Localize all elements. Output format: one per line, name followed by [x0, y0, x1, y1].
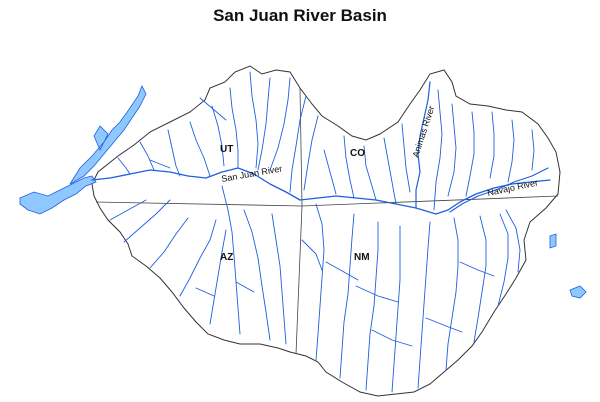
tributary [323, 149, 337, 195]
tributary [425, 317, 463, 333]
tributary [209, 229, 227, 325]
lake-powell [19, 85, 147, 215]
tributary [211, 105, 225, 167]
tributary [505, 209, 521, 273]
tributary [167, 129, 181, 177]
tributary [447, 103, 457, 197]
state-line-co-nm [301, 195, 559, 207]
tributary [489, 111, 495, 179]
tributary [459, 261, 495, 277]
tributary [149, 217, 189, 269]
tributary [221, 185, 241, 335]
tributary [301, 239, 323, 271]
state-line-ut-co [299, 87, 303, 207]
state-label-nm: NM [354, 252, 370, 263]
tributary [371, 329, 413, 347]
tributary [531, 129, 535, 171]
tributary [445, 217, 459, 371]
state-label-az: AZ [220, 252, 233, 263]
state-label-ut: UT [220, 144, 233, 155]
tributary [417, 221, 431, 389]
tributary [497, 213, 509, 307]
tributary [315, 203, 325, 361]
small-lake [549, 233, 557, 249]
tributary [365, 221, 379, 391]
river-navajo [449, 167, 549, 213]
tributary [271, 213, 287, 345]
small-lake [569, 285, 587, 299]
tributary [189, 121, 211, 177]
tributary [355, 285, 399, 303]
tributary [339, 213, 355, 379]
tributary [507, 119, 515, 183]
tributary [391, 225, 401, 393]
basin-boundary [91, 65, 561, 397]
tributary [433, 89, 443, 211]
tributary [235, 281, 255, 293]
tributary [325, 261, 359, 281]
tributary [117, 157, 131, 175]
tributary [139, 141, 155, 171]
tributary [179, 219, 217, 297]
tributary [199, 97, 227, 121]
river-san-juan [91, 167, 551, 215]
tributary [289, 95, 307, 193]
map-title: San Juan River Basin [213, 6, 387, 25]
river-animas [415, 81, 431, 209]
tributary [109, 199, 147, 221]
tributary [229, 87, 239, 169]
tributary [149, 159, 171, 169]
tributary [123, 199, 171, 243]
tributary [269, 77, 291, 171]
tributary [243, 209, 271, 341]
tributary [249, 71, 259, 169]
tributary [401, 123, 411, 193]
tributary [473, 215, 487, 343]
tributary [195, 287, 215, 297]
tributary [303, 115, 319, 191]
tributary [383, 137, 397, 205]
state-line-ut-az [95, 201, 303, 207]
river-network [91, 71, 551, 393]
tributary [465, 111, 475, 197]
tributary [363, 145, 377, 201]
tributary [343, 135, 355, 199]
state-label-co: CO [350, 148, 365, 159]
state-line-az-nm [295, 205, 303, 355]
tributary [257, 77, 271, 171]
